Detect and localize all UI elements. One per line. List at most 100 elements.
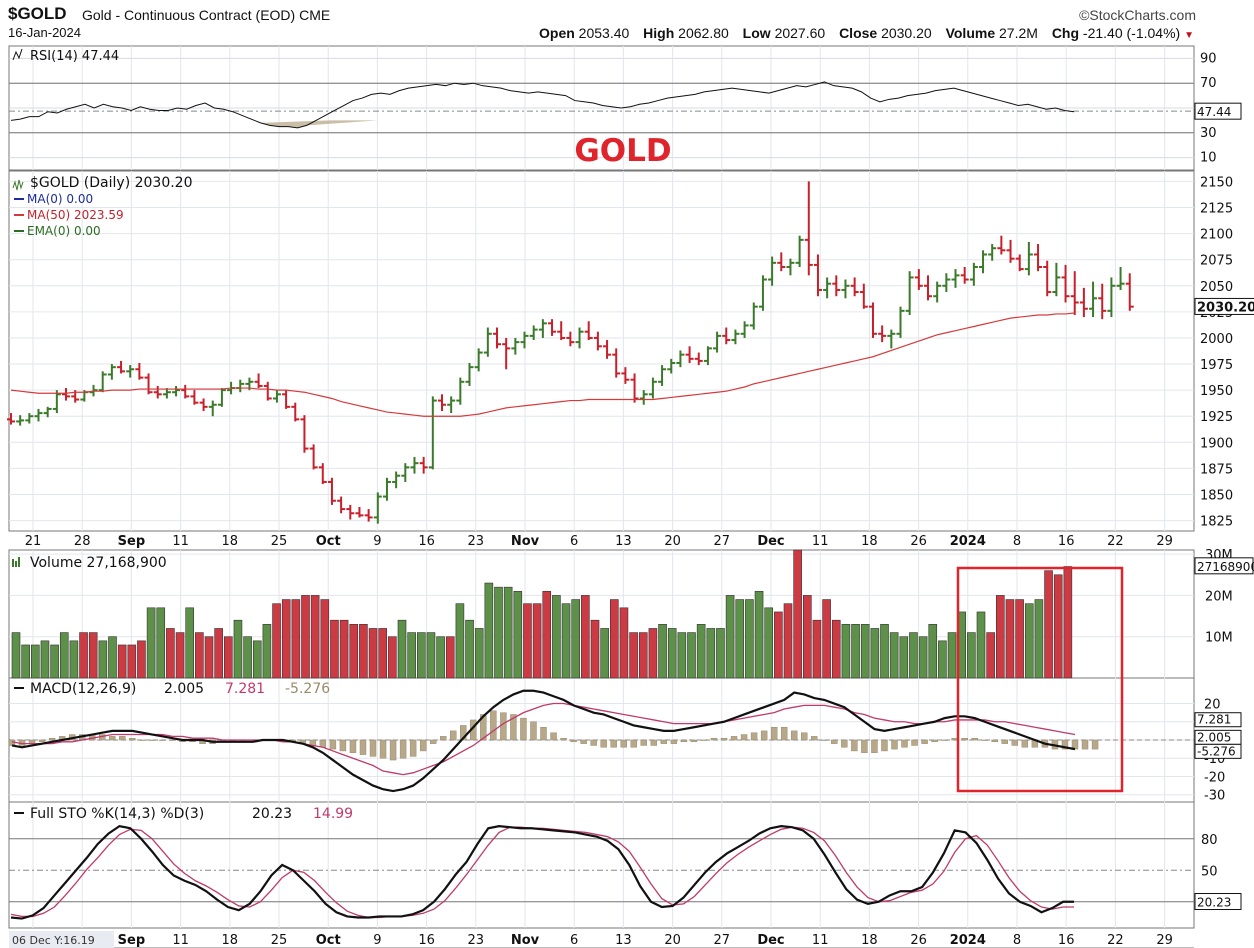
volume-bar <box>764 607 774 679</box>
macd-hist-bar <box>981 739 988 741</box>
macd-value: 2.005 <box>1197 730 1231 744</box>
panel-frame-price <box>8 170 1195 532</box>
price-bar <box>905 271 914 315</box>
volume-bar <box>349 624 359 679</box>
volume-bar <box>590 619 600 679</box>
price-bar <box>1052 262 1061 297</box>
volume-bar <box>69 640 79 679</box>
volume-bar <box>301 595 310 679</box>
price-bar <box>474 348 483 372</box>
price-y-tick: 1975 <box>1200 358 1233 373</box>
volume-bar <box>1015 599 1024 679</box>
price-bar <box>437 394 446 411</box>
macd-hist-bar <box>540 727 547 741</box>
volume-bar <box>388 636 397 679</box>
x-tick-label: 18 <box>222 534 239 549</box>
macd-hist-bar <box>640 739 647 746</box>
volume-bar <box>899 636 909 679</box>
macd-signal-value: 7.281 <box>1197 713 1231 727</box>
volume-bar <box>648 628 658 679</box>
sto-legend-d: 14.99 <box>313 806 353 822</box>
price-y-tick: 1850 <box>1200 488 1233 503</box>
volume-bar <box>561 603 571 679</box>
volume-bar <box>802 595 812 679</box>
price-bar <box>749 302 758 330</box>
macd-y-tick: -20 <box>1204 770 1225 785</box>
price-bar <box>621 367 630 384</box>
macd-hist-bar <box>399 739 407 759</box>
price-bar <box>804 181 813 276</box>
volume-bar <box>494 586 503 679</box>
price-bar <box>456 377 465 405</box>
volume-bar <box>474 628 484 679</box>
macd-hist-bar <box>379 739 387 759</box>
macd-y-tick: -30 <box>1204 789 1225 804</box>
volume-bar <box>1063 566 1073 679</box>
volume-bar <box>436 636 445 679</box>
x-tick-label-bottom: Sep <box>118 933 146 948</box>
price-bar <box>832 275 841 297</box>
macd-hist-bar <box>1021 739 1029 748</box>
rsi-y-tick: 90 <box>1200 51 1217 66</box>
high-label: High <box>643 25 675 41</box>
macd-legend-hist: -5.276 <box>285 681 330 697</box>
price-bar <box>98 371 107 393</box>
macd-hist-bar <box>530 721 537 741</box>
ma50-legend: MA(50) 2023.59 <box>27 208 124 222</box>
macd-hist-bar <box>780 727 788 741</box>
price-last-label: 2030.20 <box>1197 300 1254 315</box>
volume-bar <box>262 624 272 679</box>
price-bar <box>401 463 410 482</box>
price-y-tick: 1825 <box>1200 515 1233 530</box>
high-value: 2062.80 <box>678 25 729 41</box>
volume-bar <box>281 599 291 679</box>
price-bar <box>337 496 346 514</box>
price-bar <box>887 329 896 349</box>
price-bar <box>355 507 364 518</box>
volume-bar <box>938 640 947 679</box>
macd-hist-bar <box>480 714 487 741</box>
volume-bar <box>79 632 88 679</box>
macd-hist-bar <box>750 732 758 741</box>
rsi-value-label: 47.44 <box>1197 105 1231 119</box>
volume-bar <box>851 624 860 679</box>
price-bar <box>1098 283 1107 320</box>
volume-bar <box>166 628 175 679</box>
volume-bar <box>59 632 69 679</box>
macd-hist-bar <box>770 727 778 741</box>
volume-legend-icon <box>12 557 20 567</box>
contract-name: Gold - Continuous Contract (EOD) <box>82 7 296 23</box>
chg-label: Chg <box>1051 25 1080 41</box>
macd-hist-bar <box>821 739 828 741</box>
sto-value-badge <box>1194 893 1242 911</box>
price-bar <box>703 346 712 366</box>
price-bar <box>465 363 474 386</box>
volume-bar <box>378 628 388 679</box>
price-bar <box>263 381 272 401</box>
price-bar <box>172 385 181 397</box>
macd-hist-bar <box>730 736 738 741</box>
ohlc-summary: Open 2053.40 High 2062.80 Low 2027.60 Cl… <box>539 25 1194 41</box>
macd-hist-bar <box>740 734 748 741</box>
volume-bar <box>243 636 252 679</box>
macd-hist-bar <box>921 739 928 744</box>
volume-bar <box>677 632 687 679</box>
macd-hist-bar <box>450 730 457 741</box>
price-bar <box>685 346 694 363</box>
macd-hist-bar <box>510 714 517 741</box>
volume-bar <box>870 628 880 679</box>
macd-hist-bar <box>851 739 858 752</box>
open-value: 2053.40 <box>578 25 630 41</box>
volume-bar <box>368 628 378 679</box>
volume-bar <box>11 632 21 679</box>
price-bar <box>850 277 859 297</box>
price-bar <box>364 509 373 522</box>
price-y-tick: 2100 <box>1200 228 1233 243</box>
volume-bar <box>117 644 127 679</box>
sto-y-tick: 80 <box>1201 833 1218 848</box>
macd-hist-bar <box>440 736 447 741</box>
x-tick-label-bottom: 2024 <box>950 933 986 948</box>
x-tick-label: Dec <box>757 534 784 549</box>
x-tick-label: 22 <box>1107 534 1124 549</box>
